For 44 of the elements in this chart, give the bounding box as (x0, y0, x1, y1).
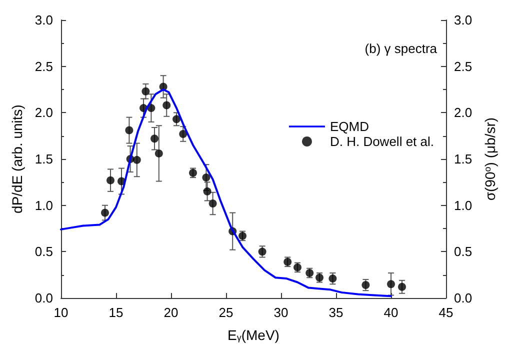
point (101, 208, 109, 217)
x-axis-title: Eγ(MeV) (228, 327, 280, 343)
x-tick-label: 15 (108, 305, 124, 320)
point (162, 101, 171, 110)
y-tick-label: 0.5 (34, 244, 53, 260)
point (362, 281, 370, 290)
x-tick-label: 25 (218, 305, 234, 320)
x-tick-label: 10 (54, 305, 68, 320)
point (154, 149, 163, 158)
y2-axis-title: σ(90o) (μb/sr) (482, 117, 498, 201)
y-tick-label: 3.0 (34, 12, 53, 28)
x-tick-label: 45 (438, 305, 454, 320)
y2-tick-label: 3.0 (454, 12, 472, 28)
y2-tick-label: 2.0 (454, 105, 472, 120)
y2-tick-label: 1.5 (454, 152, 472, 166)
point (150, 134, 158, 143)
y-tick-label: 2.0 (34, 105, 53, 120)
annotation: (b) γ spectra (364, 41, 438, 56)
point (208, 199, 217, 208)
point (142, 87, 150, 96)
y2-tick-label: 0.0 (454, 290, 472, 306)
point (328, 274, 337, 283)
y2-tick-label: 1.0 (454, 198, 472, 213)
y-axis-title: dP/dE (arb. units) (9, 104, 26, 214)
point (258, 248, 266, 256)
y-tick-label: 1.0 (34, 198, 53, 213)
y2-tick-label: 2.5 (454, 58, 472, 74)
point (387, 280, 395, 288)
y-tick-label: 0.0 (34, 290, 53, 306)
point (179, 130, 188, 138)
x-tick-label: 30 (274, 305, 288, 320)
y-tick-label: 2.5 (34, 58, 53, 74)
legend-label: EQMD (330, 119, 369, 134)
point (132, 156, 141, 164)
point (172, 115, 180, 124)
point (106, 176, 114, 184)
y-tick-label: 1.5 (34, 152, 53, 166)
x-tick-label: 40 (384, 305, 398, 320)
x-tick-label: 20 (164, 305, 178, 320)
y2-tick-label: 0.5 (454, 244, 472, 260)
legend-label: D. H. Dowell et al. (330, 134, 434, 149)
x-tick-label: 35 (328, 305, 344, 320)
point (398, 282, 406, 291)
point (125, 126, 134, 134)
